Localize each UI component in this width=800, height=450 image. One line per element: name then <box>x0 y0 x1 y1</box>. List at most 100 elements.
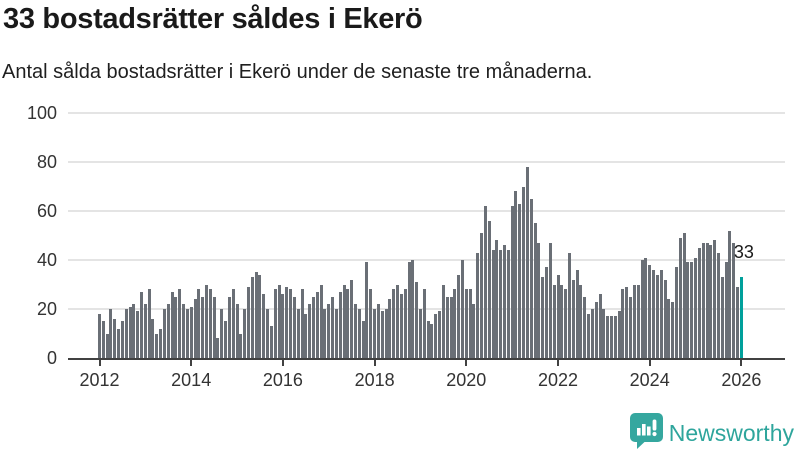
bar <box>537 242 541 358</box>
bar <box>204 284 208 358</box>
bar <box>185 309 189 358</box>
bar <box>724 262 728 358</box>
bar <box>663 279 667 358</box>
bar <box>334 309 338 358</box>
bar <box>476 252 480 358</box>
bar <box>243 309 247 358</box>
bar <box>365 262 369 358</box>
bar <box>548 242 552 358</box>
bar <box>697 247 701 358</box>
bar <box>281 294 285 358</box>
bar <box>659 269 663 358</box>
bar <box>678 237 682 358</box>
bar <box>430 323 434 358</box>
bar <box>556 274 560 358</box>
bar <box>579 284 583 358</box>
bar <box>652 269 656 358</box>
bar <box>162 309 166 358</box>
bar <box>143 304 147 358</box>
x-tick <box>648 360 651 366</box>
bar <box>101 321 105 358</box>
bar <box>701 242 705 358</box>
bar <box>113 318 117 358</box>
bar <box>552 284 556 358</box>
bar <box>384 309 388 358</box>
bar <box>327 304 331 358</box>
bar <box>567 252 571 358</box>
bar <box>610 316 613 358</box>
bar <box>392 289 396 358</box>
bar <box>468 289 472 358</box>
bar <box>525 166 529 358</box>
bar <box>518 203 522 358</box>
bar <box>632 284 636 358</box>
bar <box>289 289 293 358</box>
bar <box>732 242 736 358</box>
x-tick <box>557 360 559 366</box>
x-tick-label: 2018 <box>354 370 395 390</box>
bar <box>300 289 304 358</box>
bar <box>480 233 484 358</box>
gridline <box>68 210 785 212</box>
bar <box>208 289 212 358</box>
bar <box>587 313 591 358</box>
bar <box>376 304 380 358</box>
bar <box>212 296 216 358</box>
bar <box>445 296 449 358</box>
x-tick <box>281 360 284 366</box>
gridline <box>68 259 785 261</box>
bar <box>590 309 594 358</box>
bar <box>457 274 461 358</box>
bar <box>510 206 514 358</box>
bar <box>159 328 163 358</box>
gridline <box>68 308 785 310</box>
bar <box>254 272 258 358</box>
bar <box>170 291 174 358</box>
bar <box>426 321 430 358</box>
bar <box>487 220 491 358</box>
bar <box>648 264 652 358</box>
bar <box>155 333 159 358</box>
bar <box>403 289 407 358</box>
y-tick-label: 20 <box>36 299 57 319</box>
x-tick-label: 2016 <box>262 370 303 390</box>
bar <box>166 304 170 358</box>
y-tick-label: 100 <box>26 103 57 123</box>
bar <box>273 289 277 358</box>
bar <box>717 252 720 358</box>
bar <box>308 304 312 358</box>
bar <box>575 269 579 358</box>
bar <box>617 311 621 358</box>
bar <box>613 316 617 358</box>
bar <box>422 289 426 358</box>
bar <box>98 313 101 358</box>
bar <box>506 250 510 358</box>
bar <box>545 267 549 358</box>
bar <box>346 289 350 358</box>
bar <box>357 309 361 358</box>
x-tick-label: 2026 <box>721 370 762 390</box>
bar <box>713 240 717 358</box>
y-tick-label: 60 <box>36 201 57 221</box>
bar <box>361 321 365 358</box>
bar <box>571 279 575 358</box>
bar <box>449 296 453 358</box>
x-tick-label: 2022 <box>537 370 579 390</box>
bar <box>323 309 327 358</box>
bar <box>625 286 629 358</box>
bar <box>182 304 186 358</box>
bar <box>304 313 308 358</box>
bar <box>736 286 740 358</box>
bar <box>151 318 155 358</box>
bar <box>690 262 694 358</box>
bar <box>105 333 109 358</box>
x-tick <box>190 360 193 366</box>
bar <box>220 309 224 358</box>
y-tick-label: 0 <box>46 348 57 368</box>
bar <box>720 277 724 358</box>
newsworthy-logo[interactable]: Newsworthy <box>629 412 794 450</box>
bar <box>529 198 533 358</box>
bar <box>277 284 281 358</box>
bar <box>227 296 231 358</box>
